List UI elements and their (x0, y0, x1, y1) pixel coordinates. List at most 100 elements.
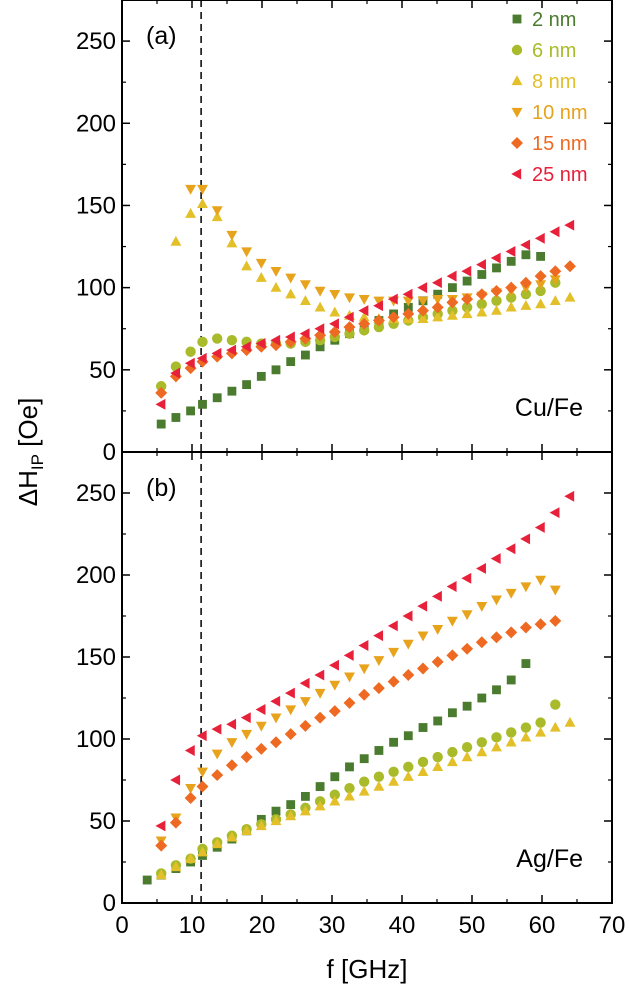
data-point (241, 247, 253, 258)
y-tick-label: 100 (76, 275, 116, 302)
x-tick-label: 50 (459, 912, 486, 939)
data-point (329, 680, 341, 691)
data-point (255, 338, 266, 349)
data-point (155, 820, 166, 832)
data-point (461, 293, 474, 306)
data-point (314, 323, 325, 335)
data-point (358, 688, 371, 701)
data-point (299, 719, 312, 732)
data-point (299, 332, 312, 345)
data-point (402, 610, 413, 622)
data-point (549, 507, 560, 519)
data-point (156, 419, 166, 429)
data-point (343, 321, 356, 334)
data-point (212, 333, 223, 344)
x-tick-label: 70 (599, 912, 626, 939)
y-tick-label: 250 (76, 28, 116, 55)
data-point (550, 699, 561, 710)
data-point (328, 705, 341, 718)
y-tick-label: 50 (89, 808, 116, 835)
data-point (212, 393, 222, 403)
data-point (372, 314, 385, 327)
x-tick-label: 30 (319, 912, 346, 939)
data-point (284, 335, 297, 348)
data-point (314, 669, 325, 681)
data-point (534, 521, 545, 533)
data-point (155, 398, 166, 410)
data-point (564, 260, 576, 273)
data-point (170, 861, 182, 872)
data-point (241, 729, 253, 740)
data-point (343, 649, 354, 661)
data-point (184, 357, 195, 369)
data-point (300, 791, 310, 801)
data-point (447, 746, 458, 758)
data-point (170, 367, 181, 379)
data-point (314, 800, 326, 811)
data-point (461, 610, 473, 621)
data-point (564, 219, 575, 231)
data-point (329, 318, 339, 330)
data-point (491, 595, 502, 606)
data-point (197, 184, 208, 195)
data-point (505, 246, 516, 257)
data-point (388, 766, 399, 777)
data-point (372, 682, 385, 695)
data-point (226, 230, 238, 241)
data-point (197, 198, 208, 208)
data-point (432, 311, 444, 322)
panel-b: 0 50 100 150 200 250 (b) Ag/Fe (76, 451, 613, 917)
data-point (270, 334, 281, 346)
data-point (184, 745, 195, 756)
data-point (535, 726, 547, 737)
panel-a: 0 50 100 150 200 250 (a) Cu/Fe (76, 0, 613, 466)
data-point (211, 347, 222, 359)
data-point (535, 575, 547, 586)
y-tick-label: 200 (76, 110, 116, 137)
data-point (505, 301, 517, 312)
data-point (549, 275, 561, 286)
legend-marker (512, 14, 522, 24)
data-point (549, 226, 560, 238)
data-point (284, 687, 295, 699)
data-point (432, 624, 444, 635)
data-point (520, 299, 532, 310)
data-point (373, 321, 385, 333)
data-point (270, 281, 282, 292)
data-point (476, 562, 486, 574)
data-point (197, 846, 208, 857)
data-point (505, 626, 518, 639)
data-point (329, 659, 339, 671)
data-point (314, 688, 326, 699)
data-point (506, 292, 517, 303)
data-point (521, 250, 531, 260)
data-point (255, 820, 267, 831)
data-point (373, 656, 385, 666)
data-point (285, 810, 297, 821)
data-point (535, 285, 546, 297)
data-point (535, 280, 547, 291)
data-point (358, 294, 370, 305)
data-point (373, 780, 385, 791)
data-point (226, 831, 238, 842)
data-point (196, 352, 207, 364)
data-point (344, 328, 355, 339)
data-point (505, 543, 516, 555)
data-point (196, 780, 209, 793)
data-point (549, 585, 561, 596)
data-point (461, 308, 473, 319)
data-point (432, 761, 444, 772)
data-point (387, 620, 398, 632)
legend-marker (511, 168, 522, 180)
data-point (299, 677, 310, 689)
data-point (490, 631, 503, 644)
data-point (549, 721, 561, 732)
data-point (549, 614, 562, 627)
data-point (359, 776, 370, 787)
data-point (433, 289, 443, 299)
data-point (402, 771, 414, 781)
data-point (270, 713, 282, 724)
data-point (477, 693, 487, 703)
data-point (492, 263, 501, 273)
series-6nm (156, 277, 561, 392)
